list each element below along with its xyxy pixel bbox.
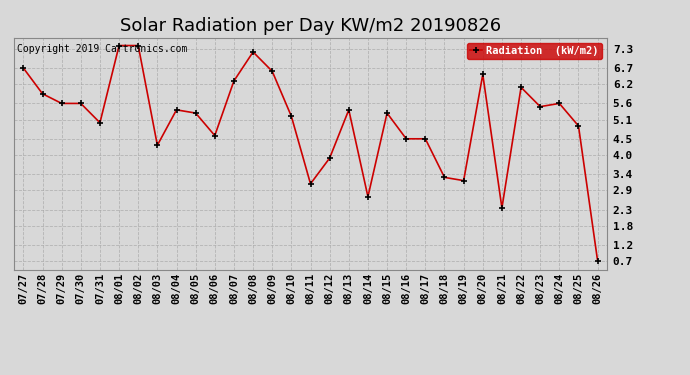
Legend: Radiation  (kW/m2): Radiation (kW/m2) bbox=[466, 43, 602, 59]
Radiation  (kW/m2) bbox=[326, 156, 334, 160]
Text: Copyright 2019 Cartronics.com: Copyright 2019 Cartronics.com bbox=[17, 45, 187, 54]
Line: Radiation  (kW/m2): Radiation (kW/m2) bbox=[20, 42, 601, 264]
Radiation  (kW/m2) bbox=[287, 114, 295, 118]
Radiation  (kW/m2) bbox=[57, 101, 66, 106]
Radiation  (kW/m2) bbox=[134, 43, 142, 48]
Radiation  (kW/m2) bbox=[555, 101, 564, 106]
Radiation  (kW/m2) bbox=[249, 50, 257, 54]
Radiation  (kW/m2) bbox=[421, 136, 429, 141]
Radiation  (kW/m2) bbox=[364, 194, 372, 199]
Radiation  (kW/m2) bbox=[440, 175, 449, 180]
Radiation  (kW/m2) bbox=[115, 43, 124, 48]
Radiation  (kW/m2) bbox=[268, 69, 277, 74]
Radiation  (kW/m2) bbox=[230, 79, 238, 83]
Radiation  (kW/m2) bbox=[344, 108, 353, 112]
Radiation  (kW/m2) bbox=[77, 101, 85, 106]
Radiation  (kW/m2) bbox=[210, 134, 219, 138]
Radiation  (kW/m2) bbox=[39, 92, 47, 96]
Radiation  (kW/m2) bbox=[153, 143, 161, 147]
Radiation  (kW/m2) bbox=[536, 104, 544, 109]
Radiation  (kW/m2) bbox=[574, 124, 582, 128]
Radiation  (kW/m2) bbox=[192, 111, 200, 116]
Radiation  (kW/m2) bbox=[402, 136, 411, 141]
Radiation  (kW/m2) bbox=[383, 111, 391, 116]
Radiation  (kW/m2) bbox=[460, 178, 468, 183]
Radiation  (kW/m2) bbox=[19, 66, 28, 70]
Radiation  (kW/m2) bbox=[306, 182, 315, 186]
Radiation  (kW/m2) bbox=[593, 259, 602, 263]
Radiation  (kW/m2) bbox=[172, 108, 181, 112]
Title: Solar Radiation per Day KW/m2 20190826: Solar Radiation per Day KW/m2 20190826 bbox=[120, 16, 501, 34]
Radiation  (kW/m2) bbox=[517, 85, 525, 90]
Radiation  (kW/m2) bbox=[96, 120, 104, 125]
Radiation  (kW/m2) bbox=[497, 206, 506, 210]
Radiation  (kW/m2) bbox=[479, 72, 487, 77]
